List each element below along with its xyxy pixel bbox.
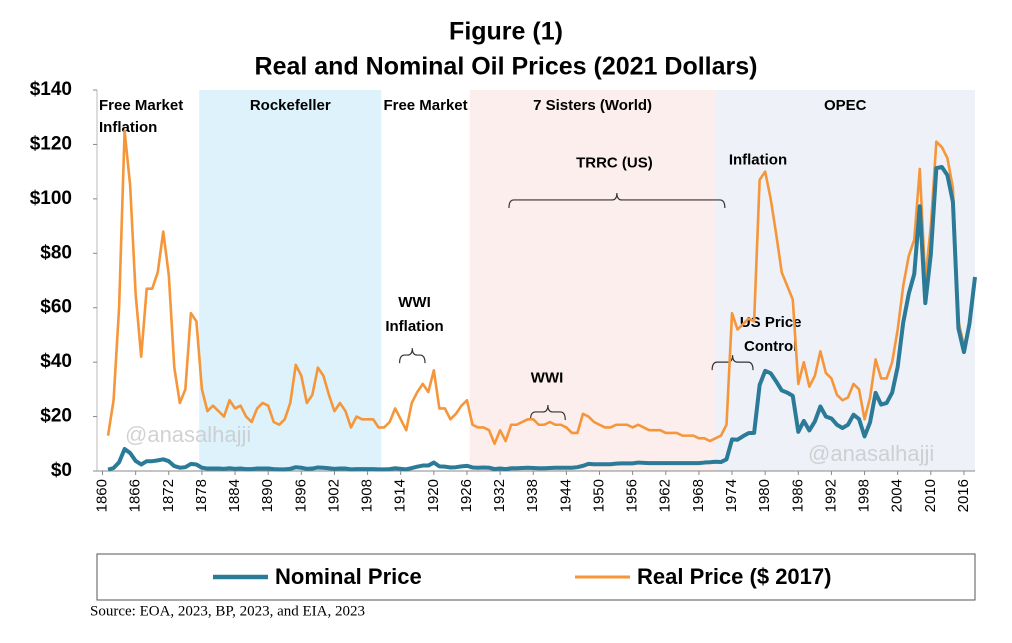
chart-title: Real and Nominal Oil Prices (2021 Dollar… — [255, 53, 758, 81]
period-label: Free Market — [383, 97, 467, 114]
x-tick-label: 1968 — [690, 479, 707, 512]
period-label: Inflation — [99, 119, 157, 136]
period-label: Rockefeller — [250, 97, 331, 114]
annotation-brace — [529, 404, 566, 420]
x-tick-label: 1926 — [458, 479, 475, 512]
annotation-brace — [508, 192, 726, 208]
x-tick-label: 1956 — [624, 479, 641, 512]
x-tick-label: 1872 — [160, 479, 177, 512]
period-label: Free Market — [99, 97, 183, 114]
x-tick-label: 1932 — [491, 479, 508, 512]
watermark: @anasalhajji — [125, 422, 251, 447]
y-tick-label: $80 — [40, 242, 72, 263]
x-tick-label: 1908 — [359, 479, 376, 512]
series-line — [106, 129, 977, 446]
x-tick-label: 1896 — [292, 479, 309, 512]
period-band — [469, 90, 716, 471]
annotation: Inflation — [729, 152, 787, 169]
y-tick-label: $120 — [30, 133, 72, 154]
series-line — [107, 165, 977, 472]
annotation: US Price — [740, 314, 802, 331]
x-tick-label: 2010 — [922, 479, 939, 512]
x-tick-label: 1920 — [425, 479, 442, 512]
y-tick-label: $20 — [40, 406, 72, 427]
annotation: Inflation — [385, 318, 443, 335]
x-tick-label: 1890 — [259, 479, 276, 512]
x-tick-label: 1878 — [193, 479, 210, 512]
x-tick-label: 1866 — [127, 479, 144, 512]
y-tick-label: $0 — [51, 460, 72, 481]
x-tick-label: 1950 — [590, 479, 607, 512]
x-tick-label: 1992 — [822, 479, 839, 512]
legend-label: Real Price ($ 2017) — [637, 564, 831, 589]
source-note: Source: EOA, 2023, BP, 2023, and EIA, 20… — [90, 603, 365, 619]
chart-title: Figure (1) — [449, 18, 563, 46]
x-tick-label: 1986 — [789, 479, 806, 512]
x-tick-label: 1860 — [93, 479, 110, 512]
period-label: OPEC — [824, 97, 867, 114]
x-tick-label: 1944 — [557, 479, 574, 512]
y-tick-label: $140 — [30, 79, 72, 100]
x-tick-label: 1914 — [392, 479, 409, 512]
period-band — [97, 90, 200, 471]
x-tick-label: 1938 — [524, 479, 541, 512]
period-label: 7 Sisters (World) — [533, 97, 652, 114]
x-tick-label: 2004 — [889, 479, 906, 512]
annotation-brace — [711, 355, 754, 371]
y-tick-label: $100 — [30, 188, 72, 209]
annotation: WWI — [531, 369, 563, 386]
y-tick-label: $40 — [40, 351, 72, 372]
x-tick-label: 1884 — [226, 479, 243, 512]
period-band — [199, 90, 382, 471]
annotation: WWI — [398, 294, 430, 311]
annotation: Control — [744, 338, 797, 355]
x-tick-label: 1998 — [856, 479, 873, 512]
annotation: TRRC (US) — [576, 154, 653, 171]
x-tick-label: 2016 — [955, 479, 972, 512]
x-tick-label: 1974 — [723, 479, 740, 512]
y-tick-label: $60 — [40, 297, 72, 318]
watermark: @anasalhajji — [808, 441, 934, 466]
x-tick-label: 1902 — [325, 479, 342, 512]
legend-label: Nominal Price — [275, 564, 422, 589]
x-tick-label: 1962 — [657, 479, 674, 512]
x-tick-label: 1980 — [756, 479, 773, 512]
